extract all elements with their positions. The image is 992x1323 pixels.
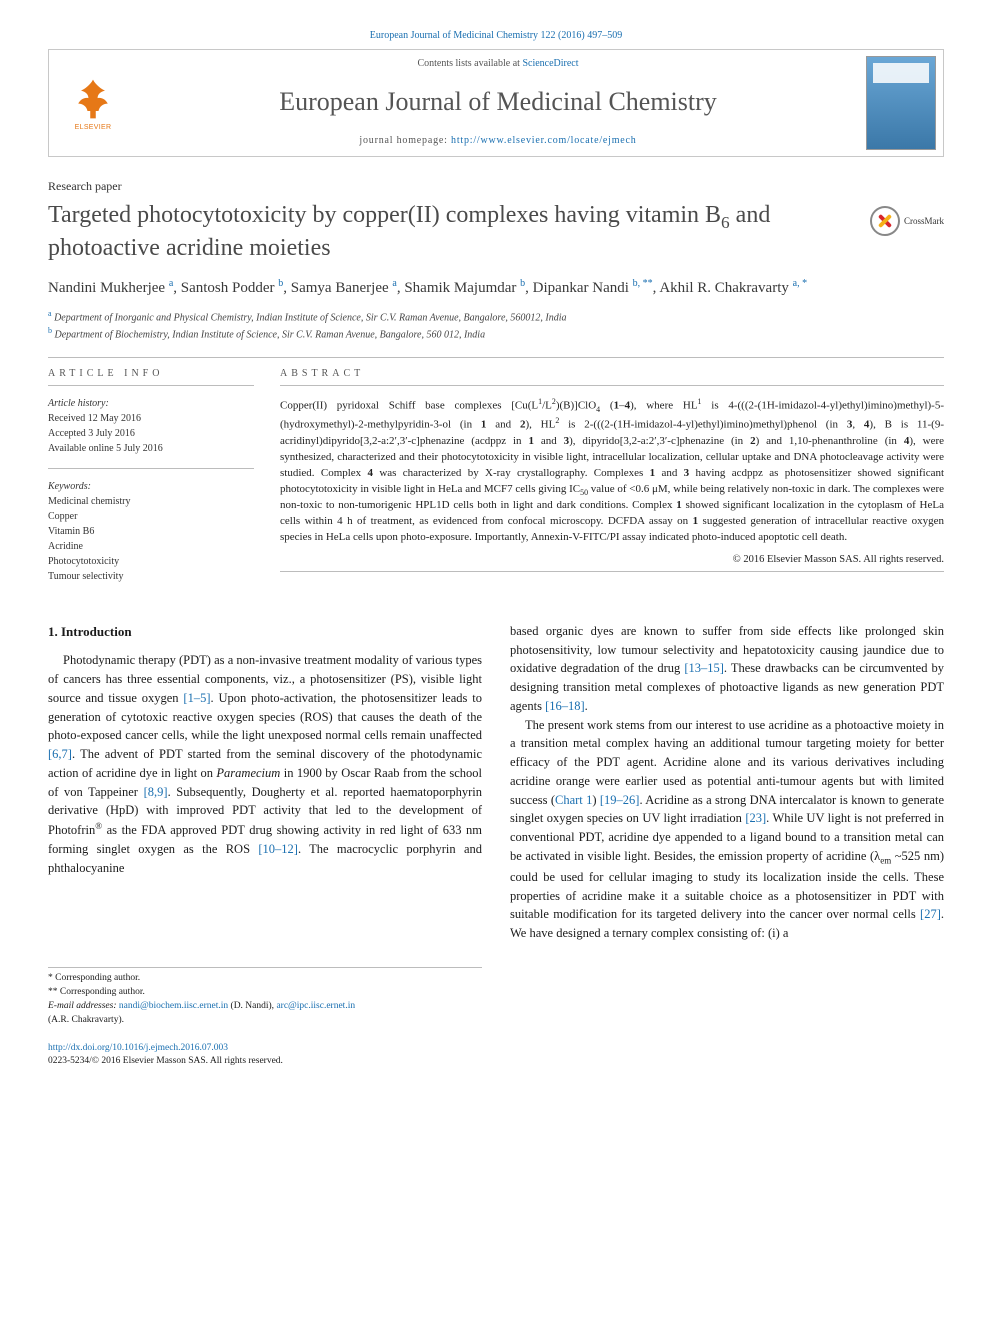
divider bbox=[48, 468, 254, 469]
body-paragraph: Photodynamic therapy (PDT) as a non-inva… bbox=[48, 651, 482, 877]
email-label: E-mail addresses: bbox=[48, 1001, 117, 1011]
author-list: Nandini Mukherjee a, Santosh Podder b, S… bbox=[48, 277, 944, 300]
elsevier-tree-icon bbox=[70, 76, 116, 122]
email-who: (D. Nandi), bbox=[231, 1001, 275, 1011]
affiliation-sup: a bbox=[48, 309, 52, 318]
doi-footer: http://dx.doi.org/10.1016/j.ejmech.2016.… bbox=[48, 1042, 944, 1069]
keyword: Acridine bbox=[48, 541, 83, 552]
paper-title: Targeted photocytotoxicity by copper(II)… bbox=[48, 200, 860, 263]
divider bbox=[280, 571, 944, 572]
affiliation-a: a Department of Inorganic and Physical C… bbox=[48, 308, 944, 325]
keywords-label: Keywords: bbox=[48, 481, 91, 492]
article-history: Article history: Received 12 May 2016 Ac… bbox=[48, 396, 254, 456]
article-info-column: ARTICLE INFO Article history: Received 1… bbox=[48, 368, 254, 596]
divider bbox=[280, 385, 944, 386]
affiliation-sup: b bbox=[48, 326, 52, 335]
crossmark-label: CrossMark bbox=[904, 216, 944, 226]
issn-copyright: 0223-5234/© 2016 Elsevier Masson SAS. Al… bbox=[48, 1056, 283, 1066]
journal-name: European Journal of Medicinal Chemistry bbox=[143, 87, 853, 117]
abstract-text: Copper(II) pyridoxal Schiff base complex… bbox=[280, 396, 944, 546]
journal-homepage: journal homepage: http://www.elsevier.co… bbox=[143, 135, 853, 146]
email-line: E-mail addresses: nandi@biochem.iisc.ern… bbox=[48, 1000, 482, 1014]
email-who: (A.R. Chakravarty). bbox=[48, 1014, 482, 1028]
publisher-logo-cell: ELSEVIER bbox=[49, 50, 137, 156]
homepage-prefix: journal homepage: bbox=[359, 135, 451, 146]
doi-link[interactable]: http://dx.doi.org/10.1016/j.ejmech.2016.… bbox=[48, 1043, 228, 1053]
body-col-left: 1. Introduction Photodynamic therapy (PD… bbox=[48, 622, 482, 1028]
body-columns: 1. Introduction Photodynamic therapy (PD… bbox=[48, 622, 944, 1028]
section-heading: 1. Introduction bbox=[48, 622, 482, 642]
body-paragraph: based organic dyes are known to suffer f… bbox=[510, 622, 944, 716]
history-item: Accepted 3 July 2016 bbox=[48, 428, 135, 439]
keyword: Medicinal chemistry bbox=[48, 496, 130, 507]
email-link[interactable]: arc@ipc.iisc.ernet.in bbox=[276, 1001, 355, 1011]
history-label: Article history: bbox=[48, 398, 109, 409]
divider bbox=[48, 357, 944, 358]
journal-cover-thumbnail bbox=[866, 56, 936, 150]
paper-type: Research paper bbox=[48, 179, 944, 194]
corresponding-footnotes: * Corresponding author. ** Corresponding… bbox=[48, 967, 482, 1027]
body-paragraph: The present work stems from our interest… bbox=[510, 716, 944, 943]
sciencedirect-link[interactable]: ScienceDirect bbox=[522, 58, 578, 69]
history-item: Received 12 May 2016 bbox=[48, 413, 141, 424]
abstract-copyright: © 2016 Elsevier Masson SAS. All rights r… bbox=[280, 554, 944, 565]
affiliation-text: Department of Inorganic and Physical Che… bbox=[54, 312, 566, 323]
citation-line: European Journal of Medicinal Chemistry … bbox=[48, 30, 944, 41]
keyword: Tumour selectivity bbox=[48, 571, 123, 582]
crossmark-icon bbox=[870, 206, 900, 236]
history-item: Available online 5 July 2016 bbox=[48, 443, 163, 454]
keyword: Photocytotoxicity bbox=[48, 556, 119, 567]
affiliation-b: b Department of Biochemistry, Indian Ins… bbox=[48, 325, 944, 342]
keywords-block: Keywords: Medicinal chemistry Copper Vit… bbox=[48, 479, 254, 584]
corr-author-note: ** Corresponding author. bbox=[48, 986, 482, 1000]
contents-prefix: Contents lists available at bbox=[417, 58, 522, 69]
keyword: Vitamin B6 bbox=[48, 526, 94, 537]
article-info-label: ARTICLE INFO bbox=[48, 368, 254, 379]
email-link[interactable]: nandi@biochem.iisc.ernet.in bbox=[119, 1001, 228, 1011]
affiliation-text: Department of Biochemistry, Indian Insti… bbox=[55, 330, 486, 341]
journal-header: ELSEVIER Contents lists available at Sci… bbox=[48, 49, 944, 157]
affiliations: a Department of Inorganic and Physical C… bbox=[48, 308, 944, 343]
abstract-label: ABSTRACT bbox=[280, 368, 944, 379]
keyword: Copper bbox=[48, 511, 77, 522]
elsevier-logo: ELSEVIER bbox=[70, 76, 116, 131]
crossmark-widget[interactable]: CrossMark bbox=[870, 206, 944, 236]
divider bbox=[48, 385, 254, 386]
homepage-link[interactable]: http://www.elsevier.com/locate/ejmech bbox=[451, 135, 637, 146]
contents-available: Contents lists available at ScienceDirec… bbox=[143, 58, 853, 69]
cover-thumb-cell bbox=[859, 50, 943, 156]
publisher-name: ELSEVIER bbox=[75, 124, 112, 131]
corr-author-note: * Corresponding author. bbox=[48, 972, 482, 986]
abstract-column: ABSTRACT Copper(II) pyridoxal Schiff bas… bbox=[280, 368, 944, 596]
body-col-right: based organic dyes are known to suffer f… bbox=[510, 622, 944, 1028]
